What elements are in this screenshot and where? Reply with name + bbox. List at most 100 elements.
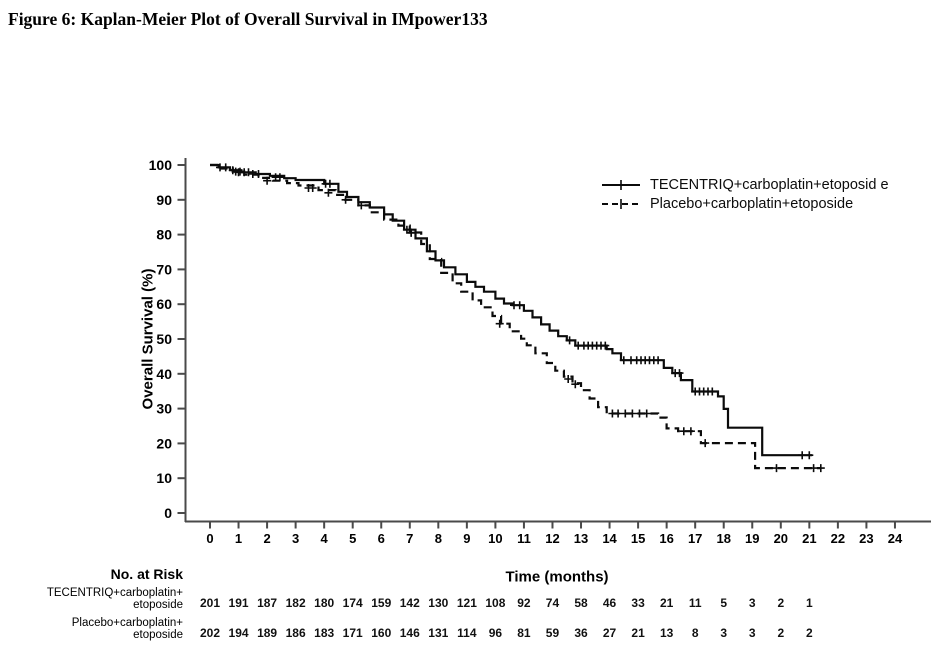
risk-count: 46	[602, 596, 617, 610]
risk-count: 131	[428, 626, 449, 640]
x-tick-label: 11	[517, 531, 531, 546]
x-tick-label: 3	[292, 531, 299, 546]
y-tick-label: 0	[164, 505, 172, 521]
x-tick-label: 21	[802, 531, 816, 546]
y-tick-label: 30	[156, 401, 172, 417]
risk-count: 3	[748, 626, 756, 640]
risk-count: 74	[545, 596, 560, 610]
risk-count: 92	[517, 596, 531, 610]
risk-count: 13	[659, 626, 674, 640]
risk-count: 2	[777, 626, 785, 640]
risk-count: 59	[545, 626, 560, 640]
risk-count: 182	[285, 596, 306, 610]
y-tick-label: 80	[156, 227, 172, 243]
risk-row-label-tecentriq: TECENTRIQ+carboplatin+ etoposide	[47, 587, 183, 611]
risk-row-tecentriq: 201 191 187 182 180 174 159 142 130 121 108 92 74 58 4…	[0, 596, 935, 610]
y-tick-label: 60	[156, 296, 172, 312]
legend: TECENTRIQ+carboplatin+etoposid e Placebo…	[601, 175, 889, 213]
risk-count: 160	[371, 626, 392, 640]
y-tick-label: 10	[156, 470, 172, 486]
figure-title: Figure 6: Kaplan-Meier Plot of Overall S…	[8, 9, 488, 29]
risk-count: 142	[399, 596, 420, 610]
risk-count: 146	[399, 626, 420, 640]
legend-item-tecentriq: TECENTRIQ+carboplatin+etoposid e	[601, 175, 889, 194]
risk-count: 171	[342, 626, 363, 640]
legend-label-placebo: Placebo+carboplatin+etoposide	[650, 195, 854, 212]
risk-count: 183	[314, 626, 335, 640]
risk-count: 130	[428, 596, 449, 610]
risk-count: 3	[748, 596, 756, 610]
risk-count: 187	[257, 596, 278, 610]
risk-count: 194	[228, 626, 249, 640]
x-tick-label: 4	[321, 531, 329, 546]
x-tick-label: 10	[488, 531, 502, 546]
x-tick-label: 12	[545, 531, 559, 546]
risk-count: 27	[602, 626, 617, 640]
risk-count: 2	[805, 626, 813, 640]
x-tick-label: 1	[235, 531, 242, 546]
risk-count: 114	[457, 626, 477, 640]
y-tick-label: 70	[156, 261, 172, 277]
x-tick-label: 17	[688, 531, 702, 546]
x-tick-label: 22	[831, 531, 845, 546]
km-curve-tecentriq	[210, 163, 813, 457]
x-tick-label: 2	[263, 531, 270, 546]
risk-count: 21	[631, 626, 645, 640]
x-tick-label: 6	[378, 531, 385, 546]
censor-marks-placebo	[231, 167, 825, 473]
risk-count: 58	[574, 596, 588, 610]
y-tick-label: 90	[156, 192, 172, 208]
x-tick-label: 5	[349, 531, 356, 546]
risk-count: 11	[688, 596, 702, 610]
risk-count: 36	[574, 626, 588, 640]
y-tick-label: 40	[156, 366, 172, 382]
risk-count: 21	[659, 596, 674, 610]
risk-count: 189	[257, 626, 278, 640]
risk-count: 33	[631, 596, 645, 610]
x-tick-label: 9	[463, 531, 470, 546]
x-tick-label: 18	[716, 531, 730, 546]
risk-count: 180	[314, 596, 335, 610]
risk-row-label-placebo: Placebo+carboplatin+ etoposide	[72, 617, 183, 641]
risk-count: 3	[720, 626, 728, 640]
risk-count: 5	[720, 596, 728, 610]
x-axis-title: Time (months)	[505, 568, 609, 586]
y-axis-title: Overall Survival (%)	[139, 268, 157, 410]
risk-count: 186	[285, 626, 306, 640]
risk-count: 121	[456, 596, 477, 610]
x-tick-label: 0	[206, 531, 213, 546]
x-tick-label: 16	[659, 531, 673, 546]
y-tick-label: 20	[156, 435, 172, 451]
risk-count: 108	[485, 596, 506, 610]
risk-row-placebo: 202 194 189 186 183 171 160 146 131 114 96 81 59 36 27…	[0, 626, 935, 640]
risk-row-label-line1: Placebo+carboplatin+	[71, 617, 183, 629]
risk-count: 81	[517, 626, 531, 640]
solid-line-with-censor-sample	[602, 179, 640, 190]
legend-item-placebo: Placebo+carboplatin+etoposide	[601, 194, 889, 213]
dashed-line-with-censor-sample	[602, 198, 640, 209]
risk-row-label-line2: etoposide	[133, 629, 183, 641]
y-tick-label: 100	[149, 157, 173, 173]
risk-count: 2	[777, 596, 785, 610]
risk-count: 191	[228, 596, 249, 610]
x-tick-label: 20	[774, 531, 788, 546]
x-tick-label: 24	[888, 531, 903, 546]
x-tick-label: 13	[574, 531, 588, 546]
legend-label-tecentriq: TECENTRIQ+carboplatin+etoposid e	[650, 176, 889, 193]
risk-count: 1	[805, 596, 813, 610]
x-tick-label: 23	[859, 531, 873, 546]
x-tick-label: 19	[745, 531, 759, 546]
risk-count: 159	[371, 596, 392, 610]
y-tick-label: 50	[156, 331, 172, 347]
risk-count: 96	[488, 626, 503, 640]
risk-count: 174	[342, 596, 363, 610]
x-tick-label: 14	[602, 531, 617, 546]
x-tick-label: 7	[406, 531, 413, 546]
risk-row-label-line2: etoposide	[133, 599, 183, 611]
x-tick-label: 15	[631, 531, 645, 546]
km-curve-placebo	[210, 163, 821, 470]
risk-table-title: No. at Risk	[110, 566, 183, 582]
risk-count: 8	[691, 626, 699, 640]
